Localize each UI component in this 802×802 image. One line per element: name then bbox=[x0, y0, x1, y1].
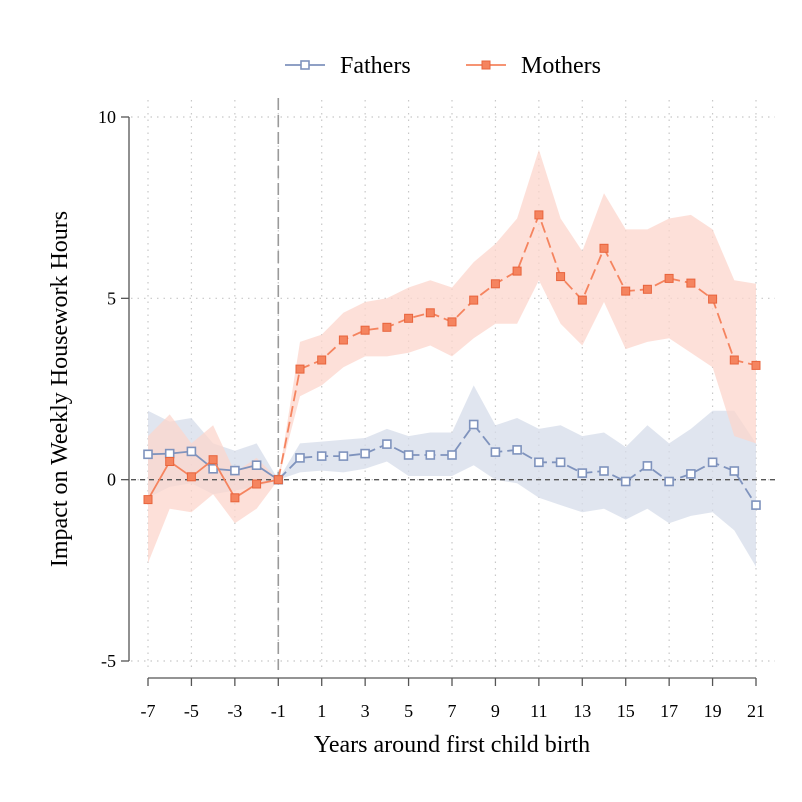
grid bbox=[131, 100, 775, 670]
point-mothers bbox=[295, 364, 305, 374]
point-fathers bbox=[686, 469, 696, 479]
point-fathers bbox=[729, 466, 740, 476]
point-fathers bbox=[599, 466, 609, 476]
point-mothers bbox=[165, 457, 175, 466]
y-tick-label: 0 bbox=[107, 470, 116, 490]
point-mothers bbox=[186, 472, 196, 482]
y-tick-label: 10 bbox=[98, 107, 116, 127]
point-fathers bbox=[230, 465, 240, 476]
x-tick-label: 13 bbox=[573, 701, 591, 721]
point-mothers bbox=[751, 360, 761, 370]
legend-label-fathers: Fathers bbox=[340, 53, 411, 79]
point-fathers bbox=[382, 439, 392, 449]
point-fathers bbox=[425, 450, 436, 460]
point-mothers bbox=[360, 325, 370, 335]
series bbox=[143, 210, 761, 510]
point-mothers bbox=[208, 455, 218, 465]
x-tick-label: 17 bbox=[660, 701, 678, 721]
point-mothers bbox=[664, 273, 674, 283]
point-fathers bbox=[490, 447, 501, 457]
x-tick-label: -3 bbox=[227, 701, 242, 721]
point-mothers bbox=[686, 278, 696, 288]
point-fathers bbox=[468, 419, 479, 430]
x-tick-label: 15 bbox=[617, 701, 635, 721]
point-fathers bbox=[186, 446, 197, 457]
y-tick-label: -5 bbox=[101, 651, 116, 671]
x-tick-label: -7 bbox=[141, 701, 156, 721]
point-fathers bbox=[143, 449, 153, 460]
point-fathers bbox=[316, 451, 327, 461]
x-tick-label: 5 bbox=[404, 701, 413, 721]
point-mothers bbox=[577, 295, 587, 305]
x-axis-title: Years around first child birth bbox=[314, 732, 590, 758]
point-fathers bbox=[251, 460, 262, 471]
point-fathers bbox=[208, 463, 218, 474]
x-tick-label: -5 bbox=[184, 701, 199, 721]
legend-marker-mothers bbox=[481, 60, 491, 70]
x-tick-label: 11 bbox=[530, 701, 547, 721]
point-mothers bbox=[338, 335, 348, 345]
point-fathers bbox=[620, 476, 631, 487]
point-mothers bbox=[708, 294, 718, 304]
y-axis-title: Impact on Weekly Housework Hours bbox=[47, 211, 73, 567]
line-mothers-post bbox=[277, 212, 757, 480]
point-fathers bbox=[447, 450, 457, 460]
ci-band-mothers bbox=[148, 149, 756, 564]
x-tick-label: 19 bbox=[704, 701, 722, 721]
point-mothers bbox=[534, 210, 544, 220]
point-mothers bbox=[425, 308, 435, 318]
point-mothers bbox=[404, 313, 414, 323]
point-fathers bbox=[403, 450, 414, 460]
point-mothers bbox=[556, 272, 566, 282]
point-mothers bbox=[599, 243, 609, 253]
x-tick-label: 7 bbox=[448, 701, 457, 721]
point-fathers bbox=[512, 445, 522, 455]
point-mothers bbox=[642, 284, 652, 294]
point-fathers bbox=[360, 448, 370, 459]
x-tick-label: 3 bbox=[361, 701, 370, 721]
x-tick-label: -1 bbox=[271, 701, 286, 721]
point-fathers bbox=[751, 500, 761, 510]
point-mothers bbox=[230, 493, 240, 503]
point-fathers bbox=[707, 457, 718, 468]
point-mothers bbox=[469, 295, 479, 305]
point-mothers bbox=[252, 479, 262, 489]
x-tick-label: 1 bbox=[317, 701, 326, 721]
reference-lines bbox=[131, 98, 775, 670]
point-fathers bbox=[555, 457, 566, 468]
point-fathers bbox=[642, 461, 653, 471]
point-mothers bbox=[447, 317, 457, 327]
point-fathers bbox=[577, 468, 588, 478]
point-mothers bbox=[317, 355, 327, 365]
point-mothers bbox=[512, 266, 522, 276]
point-fathers bbox=[534, 457, 544, 468]
x-tick-label: 21 bbox=[747, 701, 765, 721]
legend-label-mothers: Mothers bbox=[521, 53, 601, 79]
x-tick-label: 9 bbox=[491, 701, 500, 721]
point-mothers bbox=[273, 475, 283, 485]
point-mothers bbox=[143, 495, 153, 505]
legend-marker-fathers bbox=[300, 60, 310, 70]
point-mothers bbox=[729, 355, 739, 365]
point-fathers bbox=[295, 453, 305, 463]
point-fathers bbox=[164, 448, 175, 459]
point-mothers bbox=[382, 322, 392, 332]
y-tick-label: 5 bbox=[107, 288, 116, 308]
legend: Fathers Mothers bbox=[285, 53, 601, 79]
point-fathers bbox=[338, 451, 349, 461]
point-mothers bbox=[621, 286, 631, 296]
point-mothers bbox=[490, 279, 500, 289]
point-fathers bbox=[664, 476, 674, 487]
